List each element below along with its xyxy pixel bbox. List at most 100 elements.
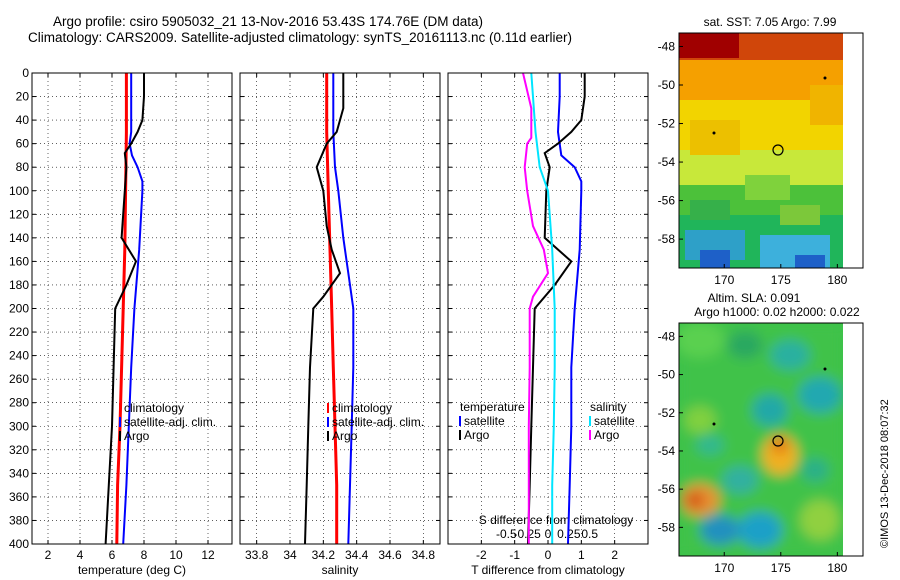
x-tick-label: -2 bbox=[476, 548, 487, 562]
depth-tick-label: 280 bbox=[9, 396, 29, 410]
sla-map: Altim. SLA: 0.091 Argo h1000: 0.02 h2000… bbox=[658, 291, 864, 575]
depth-tick-label: 140 bbox=[9, 231, 29, 245]
sla-dot-a bbox=[712, 422, 716, 426]
depth-tick-label: 340 bbox=[9, 466, 29, 480]
map-y-label: -58 bbox=[658, 232, 676, 246]
series-s-satellite bbox=[530, 72, 556, 544]
depth-tick-label: 0 bbox=[22, 66, 29, 80]
sst-dot-a bbox=[712, 131, 716, 135]
sla-map-title: Altim. SLA: 0.091 bbox=[708, 291, 801, 305]
map-y-label: -58 bbox=[658, 520, 676, 534]
legend-entry: satellite-adj. clim. bbox=[332, 415, 424, 429]
map-y-label: -54 bbox=[658, 155, 676, 169]
panel-salinity: 33.8 34 34.2 34.4 34.6 34.8 salinity climatolog… bbox=[239, 72, 441, 577]
legend-entry: Argo bbox=[124, 429, 150, 443]
x-tick-label: 2 bbox=[45, 548, 52, 562]
x-axis-label: temperature (deg C) bbox=[78, 563, 186, 577]
depth-tick-label: 100 bbox=[9, 184, 29, 198]
map-y-label: -56 bbox=[658, 194, 676, 208]
legend-entry: satellite-adj. clim. bbox=[124, 415, 216, 429]
depth-tick-label: 400 bbox=[9, 537, 29, 551]
x-tick-label: -1 bbox=[509, 548, 520, 562]
series-satellite-adj-clim- bbox=[332, 73, 355, 545]
map-y-label: -50 bbox=[658, 368, 676, 382]
x-tick-label: 34.6 bbox=[378, 548, 402, 562]
panel-frame bbox=[31, 72, 233, 545]
panel-frame bbox=[239, 72, 441, 545]
map-x-label: 180 bbox=[827, 273, 847, 287]
map-y-label: -56 bbox=[658, 482, 676, 496]
x-tick-label: 12 bbox=[201, 548, 215, 562]
credit-footer: ©IMOS 13-Dec-2018 08:07:32 bbox=[879, 399, 891, 548]
map-x-label: 175 bbox=[771, 273, 791, 287]
map-y-label: -52 bbox=[658, 117, 676, 131]
map-y-label: -48 bbox=[658, 39, 676, 53]
sst-map-frame bbox=[678, 32, 864, 269]
x-tick-label: 4 bbox=[77, 548, 84, 562]
legend-entry: Argo bbox=[594, 428, 620, 442]
title-line-2: Climatology: CARS2009. Satellite-adjuste… bbox=[28, 30, 572, 45]
x-tick-label: 33.8 bbox=[245, 548, 269, 562]
depth-tick-label: 60 bbox=[16, 137, 30, 151]
legend-entry: Argo bbox=[332, 429, 358, 443]
panel-frame bbox=[447, 72, 649, 545]
legend-header: salinity bbox=[590, 400, 627, 414]
series-climatology bbox=[325, 73, 339, 544]
series-t-argo bbox=[527, 73, 586, 545]
map-y-label: -48 bbox=[658, 329, 676, 343]
depth-tick-label: 20 bbox=[16, 90, 30, 104]
sst-dot-b bbox=[823, 76, 827, 80]
depth-tick-label: 40 bbox=[16, 113, 30, 127]
s-tick-label: 0 bbox=[545, 527, 552, 541]
sst-map-title: sat. SST: 7.05 Argo: 7.99 bbox=[704, 15, 837, 29]
depth-tick-label: 160 bbox=[9, 254, 29, 268]
x-tick-label: 1 bbox=[578, 548, 585, 562]
sst-map: sat. SST: 7.05 Argo: 7.99 -48 -50 -52 -54 -5… bbox=[658, 15, 864, 287]
sla-argo-marker bbox=[772, 435, 784, 447]
panel-differences: -2 -1 0 1 2T difference from climatology -0.5… bbox=[447, 72, 649, 577]
panel-temperature: 0 20 40 60 80 100 120 140 160 180 200 220 240 260 280 3… bbox=[9, 66, 233, 577]
sla-map-subtitle: Argo h1000: 0.02 h2000: 0.022 bbox=[694, 305, 860, 319]
depth-tick-label: 120 bbox=[9, 207, 29, 221]
x-tick-label: 34.2 bbox=[312, 548, 336, 562]
sla-heatmap bbox=[679, 323, 843, 556]
map-x-label: 170 bbox=[714, 561, 734, 575]
x-tick-label: 10 bbox=[169, 548, 183, 562]
legend-entry: climatology bbox=[332, 401, 392, 415]
x-axis-label: T difference from climatology bbox=[471, 563, 625, 577]
x-tick-label: 8 bbox=[141, 548, 148, 562]
sst-argo-marker bbox=[772, 144, 784, 156]
sla-map-frame bbox=[678, 322, 864, 557]
map-x-label: 170 bbox=[714, 273, 734, 287]
x-tick-label: 2 bbox=[611, 548, 618, 562]
legend-header: temperature bbox=[460, 400, 525, 414]
series-argo bbox=[104, 73, 145, 545]
legend-entry: satellite bbox=[594, 414, 635, 428]
x-tick-label: 34 bbox=[283, 548, 297, 562]
legend-entry: climatology bbox=[124, 401, 184, 415]
sla-dot-b bbox=[823, 367, 827, 371]
map-y-label: -50 bbox=[658, 78, 676, 92]
legend-entry: Argo bbox=[464, 428, 490, 442]
x-tick-label: 6 bbox=[109, 548, 116, 562]
map-y-label: -54 bbox=[658, 444, 676, 458]
depth-tick-label: 380 bbox=[9, 513, 29, 527]
series-s-argo bbox=[522, 72, 550, 544]
title-line-1: Argo profile: csiro 5905032_21 13-Nov-20… bbox=[53, 14, 483, 29]
depth-tick-label: 180 bbox=[9, 278, 29, 292]
s-tick-label: -0.5 bbox=[496, 527, 517, 541]
sst-heatmap bbox=[679, 33, 843, 268]
s-axis-label: S difference from climatology bbox=[479, 513, 634, 527]
depth-tick-label: 80 bbox=[16, 160, 30, 174]
depth-tick-label: 360 bbox=[9, 490, 29, 504]
depth-tick-label: 240 bbox=[9, 349, 29, 363]
map-x-label: 175 bbox=[771, 561, 791, 575]
series-argo bbox=[304, 73, 345, 545]
x-tick-label: 34.4 bbox=[345, 548, 369, 562]
x-tick-label: 0 bbox=[545, 548, 552, 562]
x-axis-label: salinity bbox=[322, 563, 359, 577]
map-y-label: -52 bbox=[658, 406, 676, 420]
series-t-satellite bbox=[556, 73, 583, 545]
depth-tick-label: 320 bbox=[9, 443, 29, 457]
